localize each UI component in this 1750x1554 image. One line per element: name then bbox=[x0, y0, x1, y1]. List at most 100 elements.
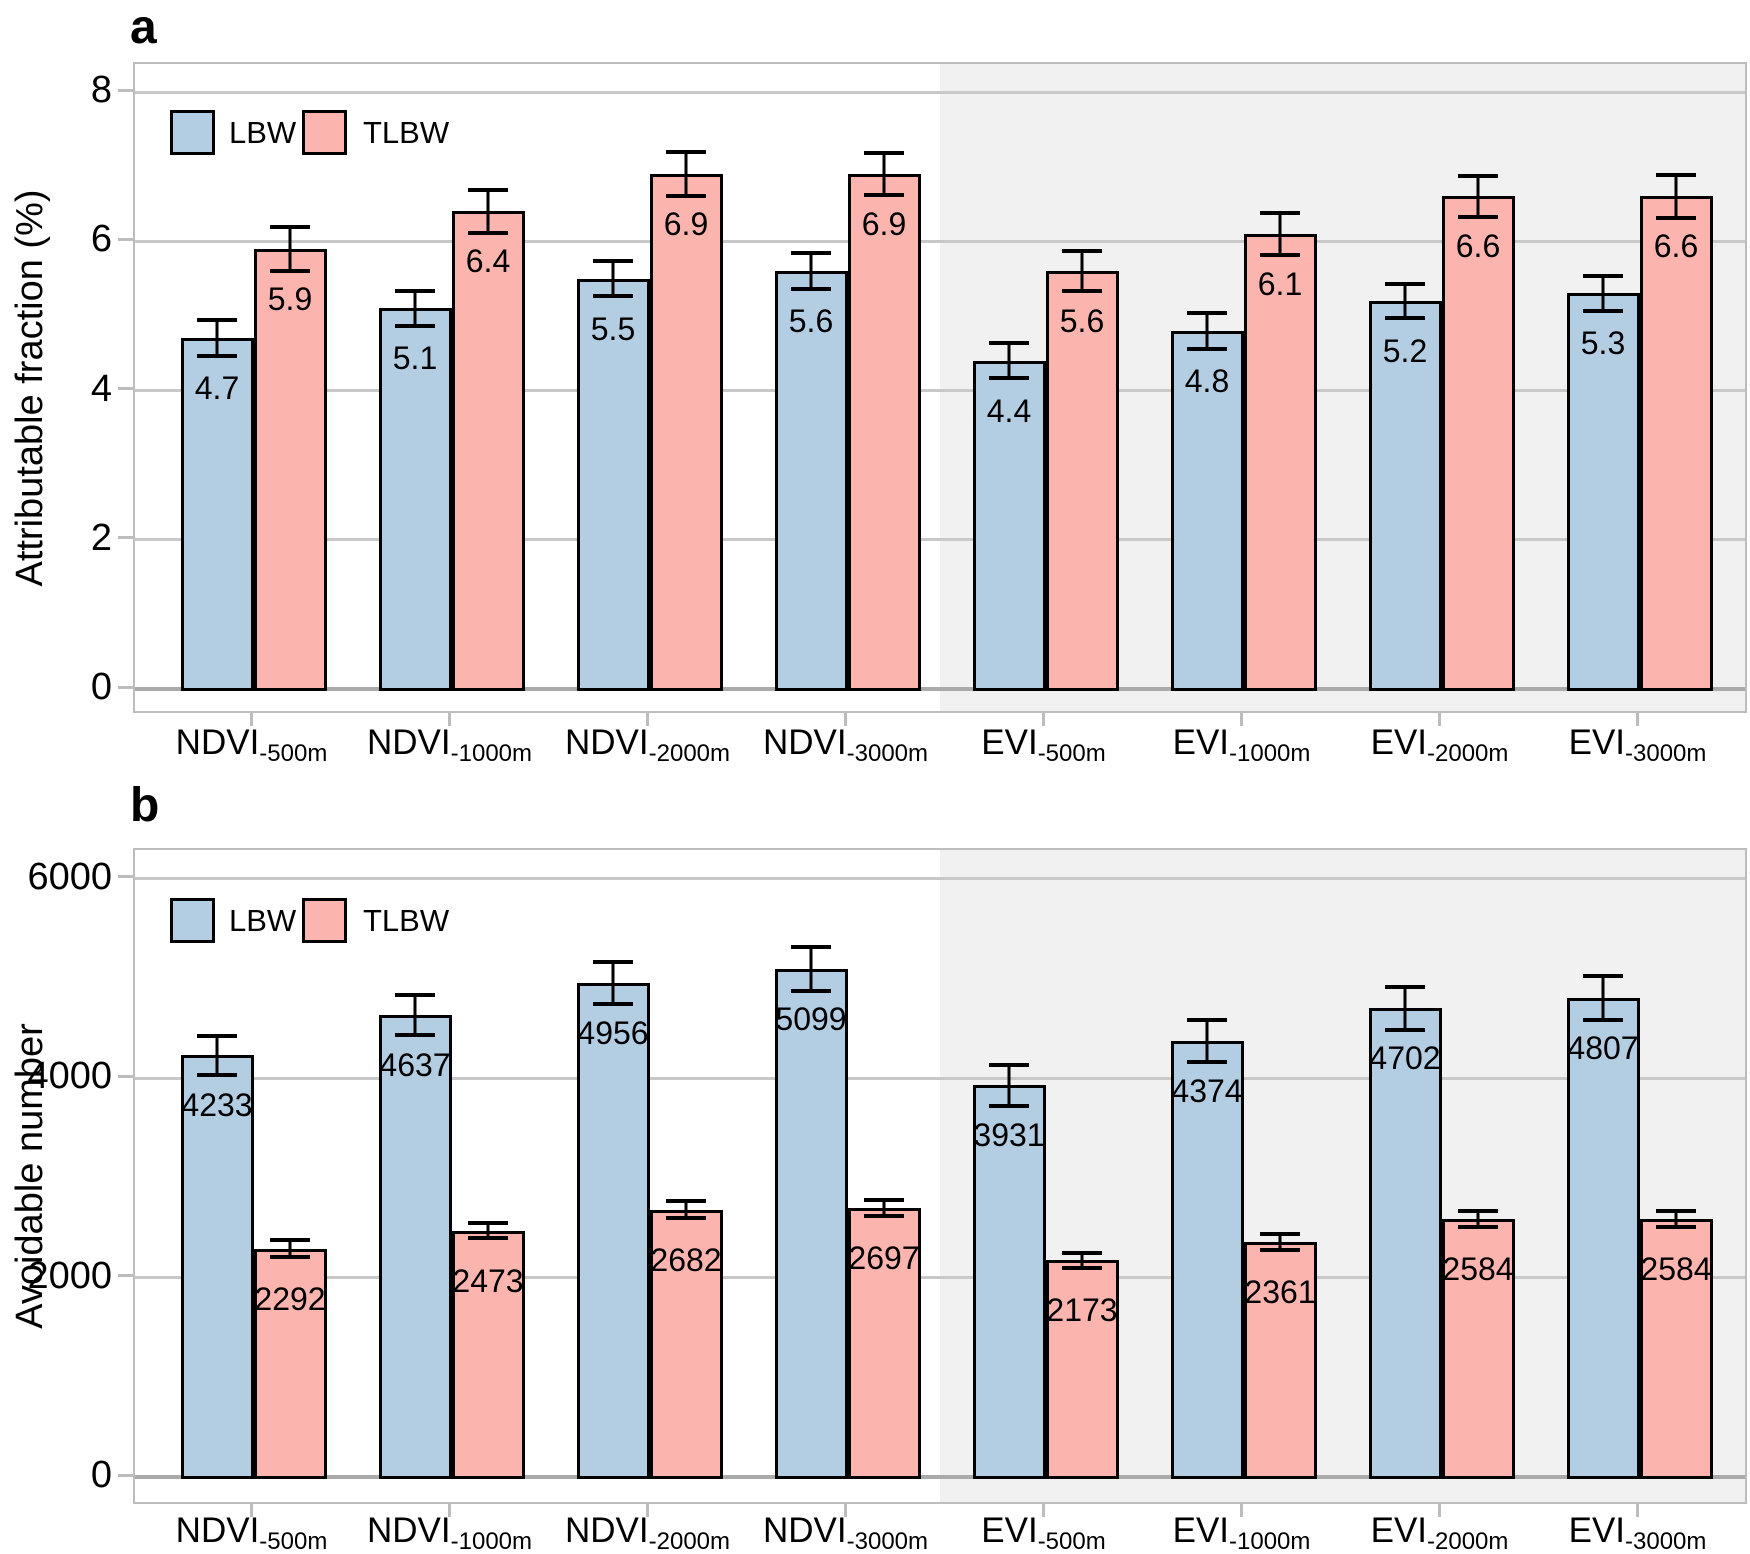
error-bar-cap-top bbox=[395, 289, 435, 293]
bar-lbw-ndvi-1000m bbox=[378, 308, 452, 691]
error-bar-cap-bottom bbox=[593, 1002, 633, 1007]
error-bar-stem bbox=[486, 188, 490, 235]
x-label-subscript: -500m bbox=[259, 1528, 328, 1554]
error-bar-cap-top bbox=[864, 150, 904, 155]
y-axis-title-b: Avoidable number bbox=[9, 1023, 51, 1329]
bar-lbw-evi-500m bbox=[972, 1085, 1046, 1479]
error-bar-cap-top bbox=[1062, 1250, 1102, 1255]
error-bar-cap-top bbox=[593, 959, 633, 964]
error-bar-tlbw-evi-500m bbox=[1062, 248, 1102, 294]
error-bar-cap-top bbox=[791, 944, 831, 949]
error-bar-tlbw-ndvi-3000m bbox=[864, 1198, 904, 1219]
x-label-prefix: NDVI bbox=[565, 1511, 649, 1550]
error-bar-cap-top bbox=[1260, 1231, 1300, 1236]
error-bar-cap-top bbox=[270, 1238, 310, 1243]
error-bar-stem bbox=[1080, 1250, 1084, 1270]
error-bar-tlbw-evi-500m bbox=[1062, 1250, 1102, 1270]
x-tick-label-evi-2000m: EVI-2000m bbox=[1290, 722, 1590, 768]
y-tick-mark bbox=[118, 387, 133, 390]
error-bar-stem bbox=[1080, 248, 1084, 294]
error-bar-cap-bottom bbox=[1260, 1247, 1300, 1252]
x-tick-mark bbox=[646, 1504, 649, 1517]
error-bar-tlbw-evi-3000m bbox=[1656, 173, 1696, 220]
error-bar-stem bbox=[288, 1238, 292, 1260]
x-label-prefix: NDVI bbox=[763, 1511, 847, 1550]
y-tick-label-2000: 2000 bbox=[27, 1254, 112, 1297]
error-bar-cap-top bbox=[1187, 1018, 1227, 1023]
y-tick-label-8: 8 bbox=[90, 69, 112, 111]
x-tick-mark bbox=[1438, 713, 1441, 726]
error-bar-cap-bottom bbox=[1385, 1027, 1425, 1032]
legend-a: LBW TLBW bbox=[170, 110, 590, 155]
legend-swatch-tlbw bbox=[302, 110, 347, 155]
bar-value-label-lbw-ndvi-3000m: 5.6 bbox=[788, 303, 834, 340]
error-bar-tlbw-evi-2000m bbox=[1458, 1209, 1498, 1230]
error-bar-tlbw-ndvi-500m bbox=[270, 224, 310, 273]
panel-b-plot-area: 4233 2292 4637 2473 4956 2682 5099 2697 3931 2173… bbox=[133, 848, 1747, 1504]
error-bar-cap-bottom bbox=[1583, 1017, 1623, 1022]
x-label-prefix: EVI bbox=[1370, 723, 1428, 762]
x-label-subscript: -1000m bbox=[450, 740, 532, 767]
bar-value-label-tlbw-evi-3000m: 2584 bbox=[1640, 1251, 1712, 1288]
x-label-subscript: -1000m bbox=[1229, 740, 1311, 767]
error-bar-stem bbox=[413, 992, 417, 1037]
error-bar-cap-bottom bbox=[468, 230, 508, 235]
x-tick-label-evi-1000m: EVI-1000m bbox=[1092, 722, 1392, 768]
error-bar-stem bbox=[288, 224, 292, 273]
x-tick-label-ndvi-3000m: NDVI-3000m bbox=[696, 1510, 996, 1554]
error-bar-cap-bottom bbox=[468, 1236, 508, 1241]
error-bar-lbw-evi-2000m bbox=[1385, 281, 1425, 321]
bar-value-label-tlbw-ndvi-1000m: 6.4 bbox=[465, 243, 511, 280]
axis-zero-line bbox=[135, 687, 1745, 691]
bar-value-label-tlbw-ndvi-3000m: 6.9 bbox=[861, 206, 907, 243]
error-bar-tlbw-evi-1000m bbox=[1260, 1231, 1300, 1252]
error-bar-cap-top bbox=[666, 1199, 706, 1204]
y-tick-label-0: 0 bbox=[90, 666, 112, 708]
error-bar-stem bbox=[1278, 210, 1282, 257]
x-tick-mark bbox=[1240, 1504, 1243, 1517]
bar-value-label-tlbw-evi-1000m: 2361 bbox=[1244, 1273, 1316, 1310]
error-bar-cap-top bbox=[1062, 248, 1102, 253]
error-bar-cap-bottom bbox=[666, 193, 706, 198]
error-bar-cap-bottom bbox=[1062, 1265, 1102, 1270]
y-tick-label-2: 2 bbox=[90, 516, 112, 559]
x-label-subscript: -500m bbox=[1037, 1528, 1106, 1554]
y-tick-mark bbox=[118, 88, 133, 92]
error-bar-tlbw-ndvi-1000m bbox=[468, 188, 508, 235]
bar-value-label-tlbw-evi-2000m: 2584 bbox=[1442, 1251, 1514, 1288]
x-label-subscript: -3000m bbox=[846, 740, 928, 767]
bar-tlbw-ndvi-1000m bbox=[451, 211, 525, 691]
panel-a-label: a bbox=[130, 1, 157, 54]
error-bar-cap-bottom bbox=[989, 1103, 1029, 1108]
error-bar-cap-bottom bbox=[666, 1216, 706, 1221]
error-bar-lbw-evi-500m bbox=[989, 341, 1029, 381]
error-bar-stem bbox=[882, 1198, 886, 1219]
x-label-prefix: EVI bbox=[1370, 1511, 1428, 1550]
x-tick-label-ndvi-500m: NDVI-500m bbox=[102, 1510, 402, 1554]
error-bar-lbw-ndvi-2000m bbox=[593, 959, 633, 1007]
error-bar-cap-bottom bbox=[270, 1255, 310, 1260]
error-bar-stem bbox=[1278, 1231, 1282, 1252]
error-bar-stem bbox=[684, 1199, 688, 1221]
x-label-prefix: NDVI bbox=[763, 723, 847, 762]
error-bar-cap-bottom bbox=[864, 193, 904, 198]
error-bar-cap-bottom bbox=[791, 988, 831, 993]
panel-b-label: b bbox=[130, 779, 160, 832]
bar-value-label-tlbw-evi-2000m: 6.6 bbox=[1455, 228, 1501, 265]
error-bar-lbw-ndvi-3000m bbox=[791, 944, 831, 993]
legend-swatch-lbw bbox=[170, 898, 215, 943]
error-bar-cap-top bbox=[666, 150, 706, 155]
y-tick-mark bbox=[118, 1074, 133, 1078]
error-bar-stem bbox=[215, 1033, 219, 1077]
error-bar-cap-top bbox=[1187, 310, 1227, 315]
bar-tlbw-ndvi-500m bbox=[253, 1248, 327, 1479]
error-bar-cap-bottom bbox=[1656, 1225, 1696, 1230]
error-bar-stem bbox=[1205, 310, 1209, 351]
error-bar-stem bbox=[1674, 1209, 1678, 1230]
gridline-2000 bbox=[135, 1276, 1745, 1280]
x-label-prefix: EVI bbox=[981, 1511, 1038, 1550]
bar-tlbw-ndvi-3000m bbox=[847, 174, 921, 691]
bar-value-label-lbw-ndvi-2000m: 4956 bbox=[577, 1015, 649, 1052]
x-label-subscript: -2000m bbox=[648, 740, 730, 767]
x-tick-mark bbox=[844, 1504, 847, 1517]
